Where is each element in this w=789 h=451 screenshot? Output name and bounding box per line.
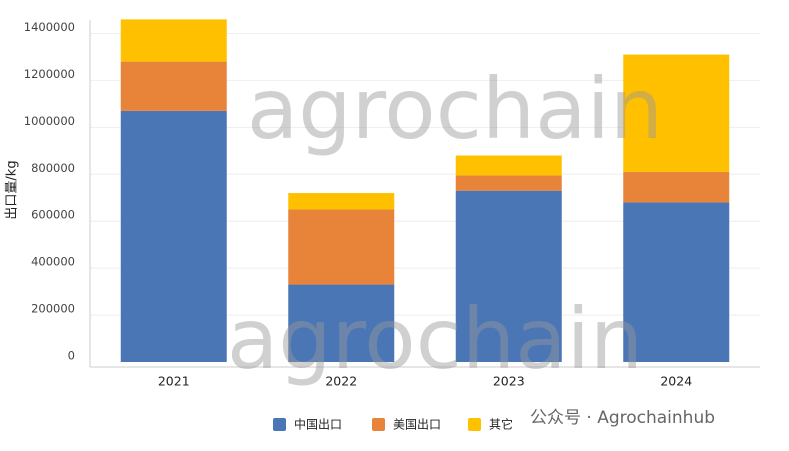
legend-label: 其它 bbox=[489, 417, 513, 432]
bar-segment bbox=[455, 155, 562, 176]
bar-segment bbox=[120, 110, 227, 362]
plot: 0 200000 400000 600000 800000 1000000 1200000 1… bbox=[24, 19, 760, 389]
bar-segment bbox=[288, 284, 395, 362]
y-tick-label: 0 bbox=[68, 349, 75, 363]
bar-segment bbox=[623, 54, 730, 172]
y-tick-label: 1000000 bbox=[24, 114, 75, 128]
legend-label: 美国出口 bbox=[393, 418, 441, 432]
bar-segment bbox=[623, 171, 730, 203]
legend-swatch bbox=[372, 418, 385, 431]
bar-segment bbox=[288, 209, 395, 285]
x-tick-label: 2021 bbox=[158, 374, 190, 389]
bar-segment bbox=[455, 175, 562, 191]
legend-swatch bbox=[468, 418, 481, 431]
watermark: agrochain bbox=[227, 290, 643, 388]
bar-segment bbox=[455, 190, 562, 362]
y-tick-label: 800000 bbox=[31, 161, 75, 175]
x-tick-label: 2024 bbox=[660, 374, 692, 389]
source-text: 公众号 · Agrochainhub bbox=[530, 408, 715, 428]
y-tick-label: 600000 bbox=[31, 208, 75, 222]
watermark: agrochain bbox=[247, 60, 663, 158]
y-tick-label: 1400000 bbox=[24, 20, 75, 34]
y-tick-label: 200000 bbox=[31, 302, 75, 316]
bar-segment bbox=[623, 202, 730, 362]
legend-swatch bbox=[273, 418, 286, 431]
x-tick-label: 2023 bbox=[493, 374, 525, 389]
y-axis-label: 出口量/kg bbox=[5, 160, 20, 219]
x-tick-label: 2022 bbox=[325, 374, 357, 389]
y-tick-label: 400000 bbox=[31, 255, 75, 269]
legend-label: 中国出口 bbox=[294, 417, 342, 432]
bar-segment bbox=[288, 193, 395, 210]
bar-segment bbox=[120, 61, 227, 111]
y-tick-label: 1200000 bbox=[24, 67, 75, 81]
bar-segment bbox=[120, 19, 227, 62]
